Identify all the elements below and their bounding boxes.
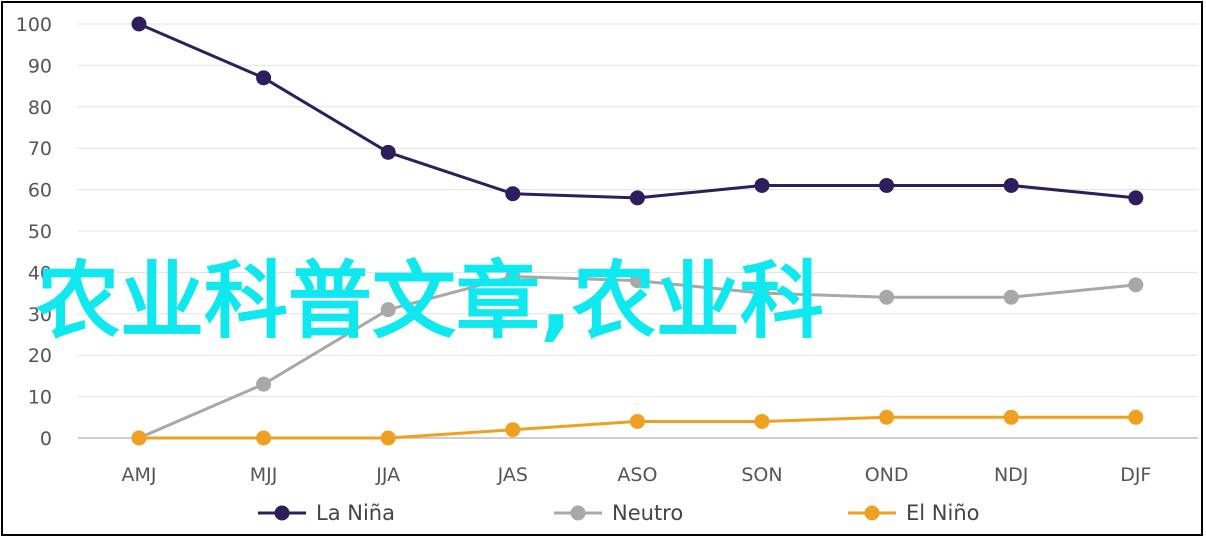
y-tick-label: 100 xyxy=(16,14,52,36)
x-tick-label: NDJ xyxy=(994,464,1028,486)
legend-item: Neutro xyxy=(554,501,683,525)
data-point xyxy=(505,422,521,438)
x-tick-label: JJA xyxy=(375,464,400,486)
x-tick-label: MJJ xyxy=(250,464,278,486)
data-point xyxy=(879,289,895,305)
legend-swatch-marker xyxy=(570,505,586,521)
y-tick-label: 50 xyxy=(28,221,52,243)
y-axis-ticks: 0 10 20 30 40 50 60 70 80 90 100 xyxy=(16,14,52,450)
series-line xyxy=(138,22,1136,200)
legend-swatch-marker xyxy=(864,505,880,521)
data-point xyxy=(380,144,396,160)
data-point xyxy=(256,376,272,392)
y-tick-label: 10 xyxy=(28,387,52,409)
data-point xyxy=(1003,177,1019,193)
x-tick-label: ASO xyxy=(617,464,657,486)
data-point xyxy=(754,413,770,429)
y-tick-label: 70 xyxy=(28,138,52,160)
x-tick-label: AMJ xyxy=(122,464,157,486)
x-tick-label: OND xyxy=(865,464,909,486)
legend-item: El Niño xyxy=(848,501,979,525)
data-point xyxy=(1003,289,1019,305)
data-point xyxy=(1128,409,1144,425)
y-tick-label: 30 xyxy=(28,304,52,326)
data-point xyxy=(131,430,147,446)
data-point xyxy=(505,186,521,202)
legend-label: La Niña xyxy=(316,501,395,525)
x-tick-label: JAS xyxy=(497,464,528,486)
grid-lines xyxy=(78,23,1198,439)
data-point xyxy=(131,16,147,32)
series-0 xyxy=(131,16,1144,206)
data-point xyxy=(256,430,272,446)
data-point xyxy=(1128,277,1144,293)
legend-swatch-marker xyxy=(274,505,290,521)
y-tick-label: 20 xyxy=(28,345,52,367)
data-point xyxy=(256,70,272,86)
legend-label: El Niño xyxy=(906,501,979,525)
data-point xyxy=(1128,190,1144,206)
series-2 xyxy=(131,409,1144,446)
y-tick-label: 80 xyxy=(28,97,52,119)
data-point xyxy=(629,273,645,289)
y-tick-label: 90 xyxy=(28,55,52,77)
y-tick-label: 60 xyxy=(28,180,52,202)
data-point xyxy=(629,413,645,429)
data-point xyxy=(754,285,770,301)
legend: La Niña Neutro El Niño xyxy=(258,501,979,525)
data-point xyxy=(879,409,895,425)
data-point xyxy=(629,190,645,206)
series-lines xyxy=(131,16,1144,446)
x-tick-label: DJF xyxy=(1120,464,1151,486)
x-tick-label: SON xyxy=(741,464,782,486)
data-point xyxy=(754,177,770,193)
data-point xyxy=(1003,409,1019,425)
overlay-watermark-text: 农业科普文章,农业科 xyxy=(36,252,824,350)
data-point xyxy=(879,177,895,193)
legend-label: Neutro xyxy=(612,501,683,525)
data-point xyxy=(505,269,521,285)
y-tick-label: 40 xyxy=(28,262,52,284)
x-axis-ticks: AMJ MJJ JJA JAS ASO SON OND NDJ DJF xyxy=(122,464,1152,486)
data-point xyxy=(380,430,396,446)
data-point xyxy=(380,302,396,318)
y-tick-label: 0 xyxy=(40,428,52,450)
legend-item: La Niña xyxy=(258,501,395,525)
